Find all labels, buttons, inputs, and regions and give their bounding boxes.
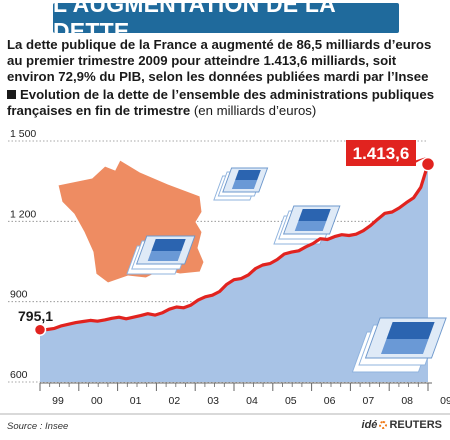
- end-value-label: 1.413,6: [353, 144, 410, 163]
- start-point-marker: [33, 323, 47, 337]
- x-tick-label: 07: [363, 395, 375, 407]
- x-tick-label: 01: [130, 395, 142, 407]
- subtitle-unit: (en milliards d’euros): [193, 103, 317, 118]
- document-stack-icon: [351, 317, 447, 373]
- page-title: L’AUGMENTATION DE LA DETTE: [53, 0, 336, 44]
- end-value-box: [346, 140, 416, 166]
- start-value-label: 795,1: [18, 308, 53, 324]
- end-point-marker: [420, 156, 436, 172]
- title-banner: L’AUGMENTATION DE LA DETTE: [53, 0, 399, 44]
- document-stack-icon: [126, 235, 196, 275]
- x-tick-label: 00: [91, 395, 103, 407]
- y-tick-label: 1 200: [10, 208, 36, 220]
- document-stack-icon: [213, 167, 269, 201]
- reuters-logo: idé REUTERS: [362, 419, 442, 431]
- x-tick-label: 05: [285, 395, 297, 407]
- reuters-dot-icon: [379, 421, 388, 429]
- x-tick-label: 09: [440, 395, 450, 407]
- bullet-square-icon: [7, 90, 16, 99]
- chart-subtitle: Evolution de la dette de l’ensemble des …: [7, 87, 443, 119]
- y-tick-label: 900: [10, 289, 28, 301]
- lead-paragraph: La dette publique de la France a augment…: [7, 37, 432, 84]
- x-tick-label: 02: [169, 395, 181, 407]
- subtitle-text: Evolution de la dette de l’ensemble des …: [7, 87, 435, 118]
- series-line: [39, 163, 430, 332]
- x-tick-label: 08: [401, 395, 413, 407]
- source-note: Source : Insee: [7, 421, 69, 432]
- x-tick-label: 04: [246, 395, 258, 407]
- document-stack-icon: [273, 205, 341, 245]
- x-tick-label: 06: [324, 395, 336, 407]
- series-area: [40, 164, 428, 382]
- logo-brand: REUTERS: [389, 419, 442, 431]
- x-tick-label: 99: [52, 395, 64, 407]
- y-tick-label: 600: [10, 369, 28, 381]
- logo-prefix: idé: [361, 419, 378, 431]
- end-value-pointer: [398, 157, 426, 166]
- y-tick-label: 1 500: [10, 128, 36, 140]
- decorations: [57, 159, 447, 373]
- x-tick-label: 03: [207, 395, 219, 407]
